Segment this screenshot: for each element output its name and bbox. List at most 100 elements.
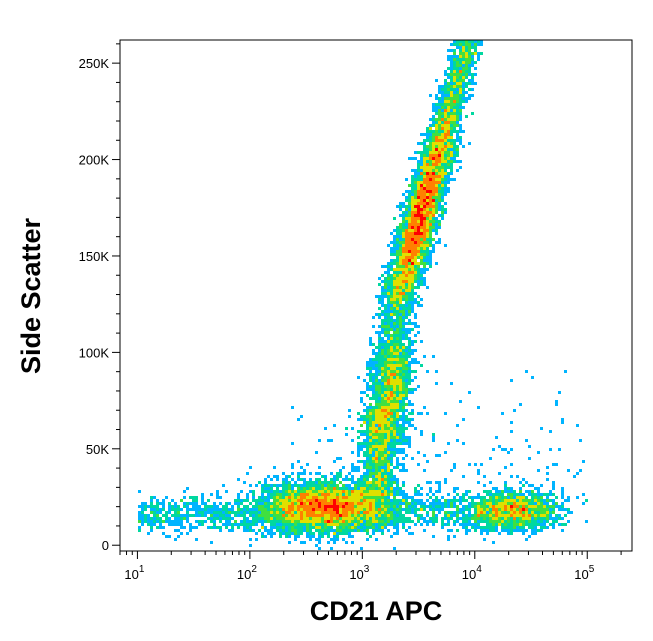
density-point: [336, 478, 339, 481]
density-point: [447, 67, 450, 70]
density-point: [444, 121, 447, 124]
density-point: [384, 370, 387, 373]
density-point: [339, 493, 342, 496]
density-point: [417, 295, 420, 298]
density-point: [450, 55, 453, 58]
density-point: [426, 247, 429, 250]
density-point: [384, 514, 387, 517]
density-point: [405, 253, 408, 256]
density-point: [243, 505, 246, 508]
density-point: [408, 289, 411, 292]
density-point: [141, 508, 144, 511]
density-point: [324, 490, 327, 493]
density-point: [390, 424, 393, 427]
density-point: [423, 145, 426, 148]
density-point: [438, 505, 441, 508]
density-point: [156, 520, 159, 523]
density-point: [396, 520, 399, 523]
density-point: [540, 529, 543, 532]
density-point: [318, 502, 321, 505]
density-point: [327, 523, 330, 526]
density-point: [402, 286, 405, 289]
density-point: [381, 352, 384, 355]
density-point: [315, 526, 318, 529]
density-point: [414, 190, 417, 193]
density-point: [384, 340, 387, 343]
density-point: [459, 82, 462, 85]
density-point: [180, 526, 183, 529]
density-point: [411, 403, 414, 406]
density-point: [411, 502, 414, 505]
density-point: [390, 355, 393, 358]
density-point: [372, 442, 375, 445]
density-point: [186, 532, 189, 535]
density-point: [414, 280, 417, 283]
density-point: [183, 526, 186, 529]
density-point: [294, 505, 297, 508]
density-point: [459, 136, 462, 139]
density-point: [378, 316, 381, 319]
density-point: [318, 541, 321, 544]
density-point: [390, 325, 393, 328]
density-point: [249, 484, 252, 487]
density-point: [522, 508, 525, 511]
density-point: [147, 517, 150, 520]
density-point: [285, 523, 288, 526]
density-point: [393, 526, 396, 529]
density-point: [435, 181, 438, 184]
density-point: [366, 502, 369, 505]
density-point: [225, 526, 228, 529]
density-point: [321, 481, 324, 484]
density-point: [300, 502, 303, 505]
density-point: [387, 397, 390, 400]
density-point: [465, 85, 468, 88]
density-point: [402, 409, 405, 412]
density-point: [363, 445, 366, 448]
density-point: [501, 499, 504, 502]
density-point: [552, 463, 555, 466]
density-point: [231, 529, 234, 532]
density-point: [159, 517, 162, 520]
density-point: [324, 514, 327, 517]
density-point: [381, 517, 384, 520]
density-point: [408, 229, 411, 232]
density-point: [372, 415, 375, 418]
density-point: [360, 460, 363, 463]
density-point: [345, 517, 348, 520]
density-point: [435, 232, 438, 235]
density-point: [417, 214, 420, 217]
density-point: [423, 157, 426, 160]
density-point: [468, 73, 471, 76]
density-point: [426, 217, 429, 220]
density-point: [384, 286, 387, 289]
density-point: [399, 331, 402, 334]
density-point: [396, 226, 399, 229]
density-point: [369, 502, 372, 505]
density-point: [441, 184, 444, 187]
density-point: [435, 508, 438, 511]
density-point: [417, 223, 420, 226]
density-point: [399, 439, 402, 442]
density-point: [375, 490, 378, 493]
density-point: [390, 283, 393, 286]
density-point: [408, 253, 411, 256]
density-point: [399, 409, 402, 412]
density-point: [279, 514, 282, 517]
density-point: [504, 499, 507, 502]
density-point: [411, 268, 414, 271]
density-point: [405, 307, 408, 310]
density-point: [234, 514, 237, 517]
density-point: [372, 349, 375, 352]
density-point: [450, 91, 453, 94]
density-point: [291, 484, 294, 487]
density-point: [405, 271, 408, 274]
density-point: [396, 397, 399, 400]
density-point: [507, 502, 510, 505]
density-point: [450, 82, 453, 85]
density-point: [318, 508, 321, 511]
density-point: [411, 247, 414, 250]
density-point: [537, 505, 540, 508]
density-point: [459, 115, 462, 118]
density-point: [543, 499, 546, 502]
density-point: [372, 457, 375, 460]
